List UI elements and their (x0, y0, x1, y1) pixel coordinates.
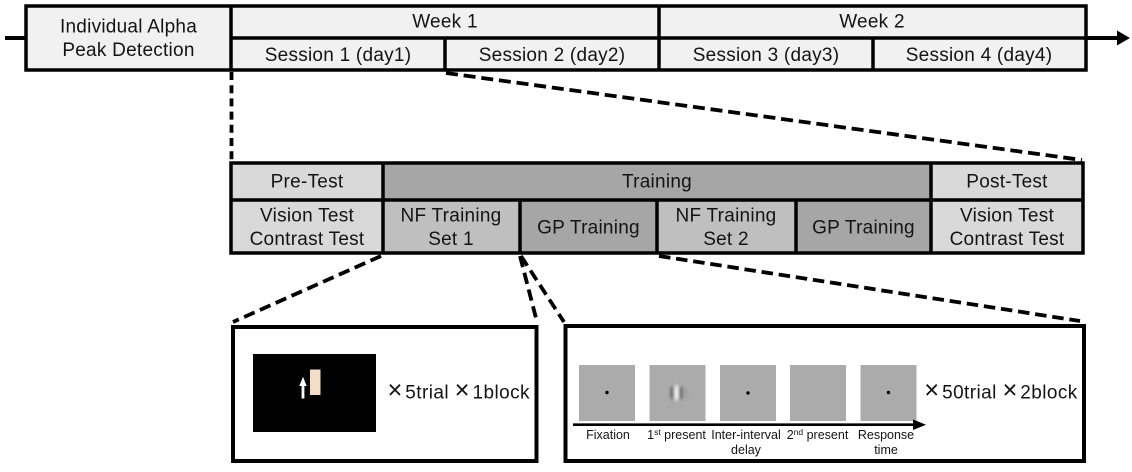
svg-text:delay: delay (731, 443, 762, 457)
svg-text:2nd present: 2nd present (787, 427, 849, 442)
svg-text:Session 2 (day2): Session 2 (day2) (479, 45, 626, 66)
svg-text:Inter-interval: Inter-interval (711, 428, 780, 442)
svg-text:GP Training: GP Training (812, 217, 915, 238)
svg-text:Individual Alpha: Individual Alpha (60, 16, 197, 37)
svg-text:time: time (874, 443, 898, 457)
svg-text:Set 1: Set 1 (428, 229, 474, 250)
svg-text:Vision Test: Vision Test (260, 205, 354, 226)
svg-text:Post-Test: Post-Test (966, 172, 1048, 193)
svg-text:×5trial ×1block: × 5trial × 1block (387, 376, 530, 404)
svg-text:Fixation: Fixation (586, 428, 630, 442)
svg-text:1st present: 1st present (647, 427, 706, 442)
svg-text:Session 1 (day1): Session 1 (day1) (265, 45, 412, 66)
svg-text:Pre-Test: Pre-Test (271, 172, 344, 193)
svg-text:NF Training: NF Training (401, 205, 502, 226)
svg-text:Contrast Test: Contrast Test (250, 229, 365, 250)
svg-text:Contrast Test: Contrast Test (950, 229, 1065, 250)
svg-text:Peak Detection: Peak Detection (62, 40, 194, 61)
svg-text:NF Training: NF Training (676, 205, 777, 226)
svg-text:Set 2: Set 2 (703, 229, 749, 250)
svg-text:×50trial ×2block: × 50trial × 2block (924, 376, 1078, 404)
svg-text:Response: Response (858, 428, 914, 442)
svg-text:Week 1: Week 1 (412, 12, 478, 33)
svg-text:Session 3 (day3): Session 3 (day3) (693, 45, 840, 66)
svg-text:GP Training: GP Training (537, 217, 640, 238)
svg-text:Week 2: Week 2 (839, 12, 905, 33)
svg-text:Vision Test: Vision Test (960, 205, 1054, 226)
svg-text:Session 4 (day4): Session 4 (day4) (906, 45, 1053, 66)
svg-text:Training: Training (622, 172, 692, 193)
